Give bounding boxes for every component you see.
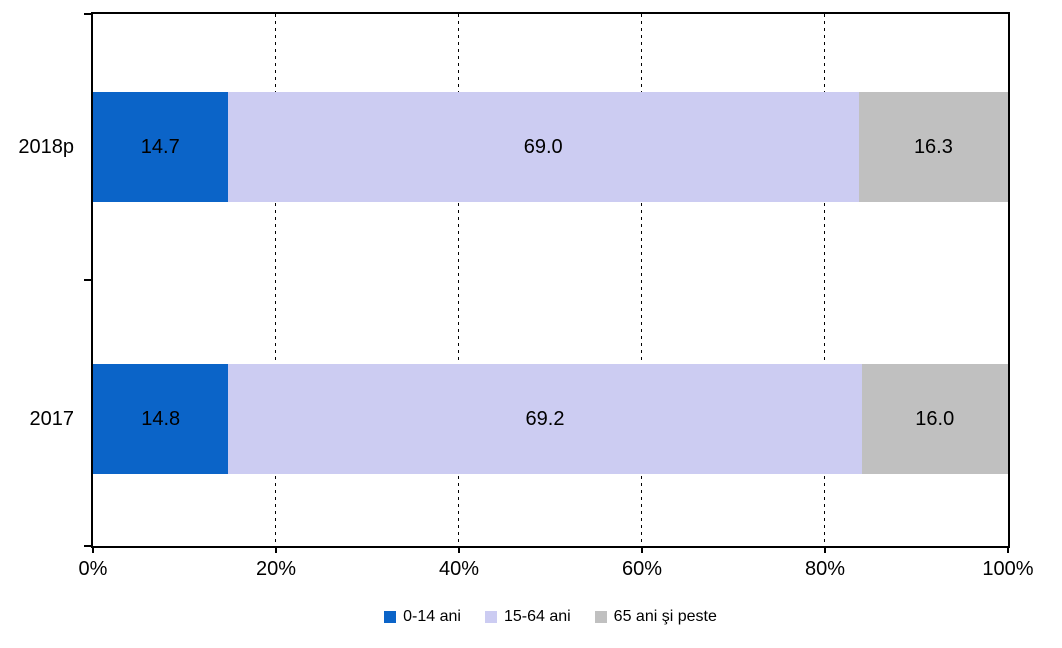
value-label: 16.0 [915, 407, 955, 430]
value-label: 69.2 [525, 407, 565, 430]
legend-swatch-icon [384, 611, 397, 623]
value-label: 16.3 [913, 135, 953, 158]
legend-item-0-14: 0-14 ani [384, 608, 461, 626]
x-axis-tick-label: 80% [804, 558, 846, 580]
legend-label: 0-14 ani [403, 608, 461, 625]
value-label: 14.8 [141, 407, 181, 430]
x-axis-tick-label: 40% [438, 558, 480, 580]
category-label: 2018p [18, 136, 74, 158]
bar-row: 14.7 69.0 16.3 [93, 92, 1008, 202]
bar-segment: 69.2 [228, 364, 862, 474]
x-axis-tick [458, 546, 460, 553]
bar-segment: 16.3 [858, 92, 1008, 202]
x-axis-tick-label: 100% [982, 558, 1034, 580]
value-label: 69.0 [523, 135, 563, 158]
value-label: 14.7 [140, 135, 180, 158]
gridline [641, 14, 642, 546]
gridline [275, 14, 276, 546]
legend-label: 15-64 ani [503, 608, 571, 625]
bar-row: 14.8 69.2 16.0 [93, 364, 1008, 474]
category-label: 2017 [29, 408, 75, 430]
x-axis-tick [641, 546, 643, 553]
legend-swatch-icon [484, 611, 497, 623]
x-axis-tick-label: 60% [621, 558, 663, 580]
gridline [824, 14, 825, 546]
bar-segment: 69.0 [227, 92, 859, 202]
x-axis-tick [1007, 546, 1009, 553]
chart-legend: 0-14 ani 15-64 ani 65 ani şi peste [91, 608, 1010, 626]
plot-area: 0% 20% 40% 60% 80% 100% 14.7 69.0 16.3 14.8 69.2 16… [79, 12, 1034, 580]
gridline [458, 14, 459, 546]
x-axis-tick [92, 546, 94, 553]
bar-segment: 14.7 [93, 92, 228, 202]
x-axis-tick [275, 546, 277, 553]
legend-item-65-peste: 65 ani şi peste [594, 608, 717, 626]
y-axis-tick [84, 279, 93, 281]
x-axis-tick-label: 20% [255, 558, 297, 580]
x-axis-tick [824, 546, 826, 553]
x-axis-tick-label: 0% [78, 558, 108, 580]
legend-label: 65 ani şi peste [613, 608, 717, 625]
legend-item-15-64: 15-64 ani [484, 608, 571, 626]
y-axis-tick [84, 545, 93, 547]
bar-segment: 14.8 [93, 364, 229, 474]
legend-swatch-icon [594, 611, 607, 623]
y-axis-tick [84, 13, 93, 15]
bar-segment: 16.0 [861, 364, 1008, 474]
